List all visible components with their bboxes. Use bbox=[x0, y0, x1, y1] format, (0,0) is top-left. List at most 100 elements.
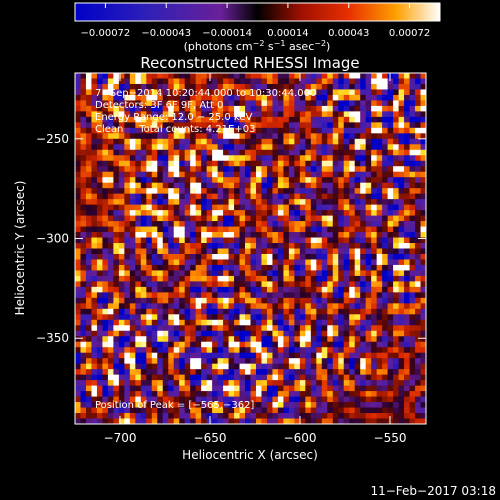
heatmap-cell bbox=[223, 281, 230, 288]
heatmap-cell bbox=[250, 237, 257, 244]
heatmap-cell bbox=[332, 275, 339, 282]
heatmap-cell bbox=[173, 407, 180, 414]
heatmap-cell bbox=[179, 319, 186, 326]
heatmap-cell bbox=[261, 133, 268, 140]
heatmap-cell bbox=[365, 89, 372, 96]
heatmap-cell bbox=[212, 83, 219, 91]
heatmap-cell bbox=[190, 111, 197, 118]
heatmap-cell bbox=[129, 94, 136, 102]
heatmap-cell bbox=[371, 204, 378, 211]
heatmap-cell bbox=[173, 133, 180, 140]
heatmap-cell bbox=[415, 89, 422, 96]
heatmap-cell bbox=[332, 358, 339, 365]
heatmap-cell bbox=[371, 275, 378, 282]
heatmap-cell bbox=[393, 177, 400, 184]
heatmap-cell bbox=[393, 149, 400, 156]
heatmap-cell bbox=[228, 413, 235, 420]
heatmap-cell bbox=[173, 319, 180, 326]
heatmap-cell bbox=[228, 133, 235, 140]
heatmap-cell bbox=[398, 286, 405, 293]
heatmap-cell bbox=[239, 385, 246, 392]
heatmap-cell bbox=[206, 94, 213, 102]
heatmap-cell bbox=[420, 374, 426, 381]
heatmap-cell bbox=[206, 380, 213, 387]
heatmap-cell bbox=[420, 171, 426, 178]
heatmap-cell bbox=[261, 407, 268, 414]
heatmap-cell bbox=[107, 166, 114, 173]
heatmap-cell bbox=[382, 199, 389, 206]
heatmap-cell bbox=[288, 248, 295, 255]
heatmap-cell bbox=[354, 155, 361, 162]
heatmap-cell bbox=[151, 243, 158, 250]
heatmap-cell bbox=[206, 127, 213, 134]
heatmap-cell bbox=[151, 111, 158, 118]
heatmap-cell bbox=[201, 314, 208, 321]
heatmap-cell bbox=[404, 188, 411, 195]
heatmap-cell bbox=[299, 363, 306, 370]
heatmap-cell bbox=[283, 308, 290, 315]
heatmap-cell bbox=[206, 297, 213, 304]
heatmap-cell bbox=[321, 347, 328, 354]
chart-title: Reconstructed RHESSI Image bbox=[140, 54, 359, 72]
heatmap-cell bbox=[409, 270, 416, 277]
heatmap-cell bbox=[212, 259, 219, 266]
heatmap-cell bbox=[332, 94, 339, 102]
heatmap-cell bbox=[404, 122, 411, 129]
heatmap-cell bbox=[212, 122, 219, 129]
heatmap-cell bbox=[250, 94, 257, 102]
heatmap-cell bbox=[184, 133, 191, 140]
heatmap-cell bbox=[288, 341, 295, 348]
heatmap-cell bbox=[239, 380, 246, 387]
heatmap-cell bbox=[255, 188, 263, 195]
heatmap-cell bbox=[261, 226, 268, 233]
heatmap-cell bbox=[299, 204, 306, 211]
heatmap-cell bbox=[245, 363, 252, 370]
heatmap-cell bbox=[168, 380, 175, 387]
heatmap-cell bbox=[85, 286, 93, 293]
heatmap-cell bbox=[310, 182, 317, 189]
heatmap-cell bbox=[283, 182, 290, 189]
heatmap-cell bbox=[338, 138, 345, 145]
heatmap-cell bbox=[228, 358, 235, 365]
heatmap-cell bbox=[75, 111, 82, 118]
heatmap-cell bbox=[310, 155, 317, 162]
heatmap-cell bbox=[107, 127, 114, 134]
heatmap-cell bbox=[151, 210, 158, 217]
heatmap-cell bbox=[305, 325, 312, 332]
heatmap-cell bbox=[91, 144, 98, 151]
heatmap-cell bbox=[124, 127, 131, 134]
heatmap-cell bbox=[360, 105, 367, 112]
heatmap-cell bbox=[261, 418, 268, 424]
heatmap-cell bbox=[223, 402, 230, 409]
heatmap-cell bbox=[212, 308, 219, 315]
heatmap-cell bbox=[382, 215, 389, 222]
heatmap-cell bbox=[75, 385, 82, 392]
heatmap-cell bbox=[360, 116, 367, 123]
heatmap-cell bbox=[129, 281, 136, 288]
heatmap-cell bbox=[239, 259, 246, 266]
heatmap-cell bbox=[184, 193, 191, 200]
heatmap-cell bbox=[261, 160, 268, 167]
heatmap-cell bbox=[85, 105, 93, 112]
heatmap-cell bbox=[239, 166, 246, 173]
heatmap-cell bbox=[354, 100, 361, 107]
heatmap-cell bbox=[85, 138, 93, 145]
heatmap-cell bbox=[404, 166, 411, 173]
heatmap-cell bbox=[168, 133, 175, 140]
heatmap-cell bbox=[382, 396, 389, 403]
heatmap-cell bbox=[266, 407, 274, 414]
heatmap-cell bbox=[404, 105, 411, 112]
heatmap-cell bbox=[75, 253, 82, 261]
heatmap-cell bbox=[124, 275, 131, 282]
heatmap-cell bbox=[173, 210, 180, 217]
heatmap-cell bbox=[316, 418, 323, 424]
heatmap-cell bbox=[75, 149, 82, 156]
heatmap-cell bbox=[321, 308, 328, 315]
heatmap-cell bbox=[250, 226, 257, 233]
heatmap-cell bbox=[140, 336, 147, 343]
heatmap-cell bbox=[316, 314, 323, 321]
heatmap-cell bbox=[294, 182, 301, 189]
heatmap-cell bbox=[294, 297, 301, 304]
heatmap-cell bbox=[96, 237, 104, 244]
heatmap-cell bbox=[277, 286, 284, 293]
